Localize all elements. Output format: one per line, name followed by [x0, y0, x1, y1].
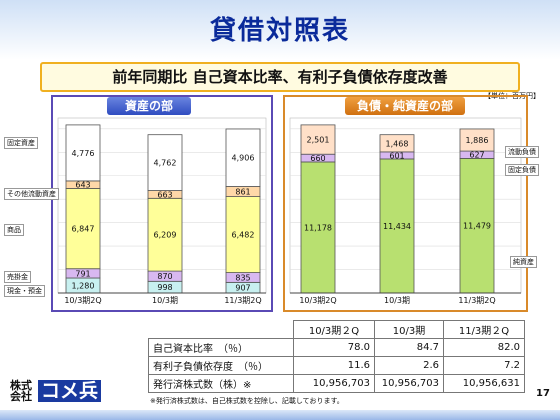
data-label: 627 [469, 151, 484, 160]
data-label: 663 [157, 190, 172, 199]
bar-segment [147, 134, 183, 191]
table-row: 有利子負債依存度 （％） 11.6 2.6 7.2 [148, 356, 525, 375]
data-label: 601 [389, 151, 404, 160]
table-header: 10/3期２Q [293, 320, 375, 339]
assets-header: 資産の部 [107, 97, 191, 115]
label-goods: 商品 [4, 224, 24, 236]
cell: 11.6 [293, 356, 375, 375]
bar-segment [300, 124, 336, 155]
x-tick-label: 10/3期 [152, 296, 178, 305]
page-number: 17 [536, 388, 550, 399]
data-label: 6,847 [72, 225, 95, 234]
data-label: 1,468 [386, 139, 409, 148]
cell: 10,956,703 [374, 374, 444, 393]
table-header-row: 10/3期２Q 10/3期 11/3期２Q [149, 320, 525, 339]
label-other-current: その他流動資産 [4, 188, 59, 200]
row-label: 自己資本比率 （％） [148, 338, 294, 357]
cell: 78.0 [293, 338, 375, 357]
table-header: 11/3期２Q [443, 320, 525, 339]
label-cash: 現金・預金 [4, 285, 45, 297]
data-label: 11,178 [304, 223, 332, 232]
data-label: 1,886 [466, 136, 489, 145]
x-tick-label: 10/3期2Q [299, 296, 336, 305]
data-label: 6,482 [232, 231, 255, 240]
data-label: 643 [75, 181, 90, 190]
bar-segment [225, 128, 261, 187]
cell: 10,956,631 [443, 374, 525, 393]
x-tick-label: 10/3期2Q [64, 296, 101, 305]
bar-segment [65, 124, 101, 182]
label-receivables: 売掛金 [4, 271, 31, 283]
data-label: 6,209 [154, 231, 177, 240]
label-fixed-assets: 固定資産 [4, 137, 38, 149]
data-label: 998 [157, 283, 172, 292]
data-label: 870 [157, 272, 172, 281]
label-net-assets: 純資産 [510, 256, 537, 268]
page-subtitle: 前年同期比 自己資本比率、有利子負債依存度改善 [40, 62, 520, 92]
table-header: 10/3期 [374, 320, 444, 339]
table-row: 自己資本比率 （％） 78.0 84.7 82.0 [148, 338, 525, 357]
data-label: 4,762 [154, 159, 177, 168]
cell: 7.2 [443, 356, 525, 375]
logo-text-bottom: 会社 [10, 390, 32, 403]
liabilities-header: 負債・純資産の部 [345, 97, 465, 115]
label-fixed-liabilities: 固定負債 [505, 164, 539, 176]
x-tick-label: 11/3期2Q [224, 296, 261, 305]
x-tick-label: 11/3期2Q [458, 296, 495, 305]
data-label: 2,501 [307, 136, 330, 145]
header-background [0, 0, 560, 60]
cell: 84.7 [374, 338, 444, 357]
data-label: 1,280 [72, 281, 95, 290]
data-label: 4,906 [232, 154, 255, 163]
assets-panel [51, 95, 273, 312]
company-logo-mark: コメ兵 [38, 380, 102, 402]
bar-segment [300, 161, 336, 294]
bar-segment [225, 196, 261, 273]
data-label: 11,479 [463, 222, 491, 231]
metrics-table: 10/3期２Q 10/3期 11/3期２Q 自己資本比率 （％） 78.0 84… [148, 320, 525, 393]
cell: 10,956,703 [293, 374, 375, 393]
page-title: 貸借対照表 [209, 16, 350, 46]
row-label: 有利子負債依存度 （％） [148, 356, 294, 375]
footer-bar [0, 410, 560, 420]
cell: 2.6 [374, 356, 444, 375]
data-label: 660 [310, 154, 325, 163]
data-label: 11,434 [383, 222, 411, 231]
footnote: ※発行済株式数は、自己株式数を控除し、記載しております。 [150, 397, 344, 405]
table-row: 発行済株式数（株）※ 10,956,703 10,956,703 10,956,… [148, 374, 525, 393]
data-label: 861 [235, 188, 250, 197]
logo-text-top: 株式 [10, 379, 32, 392]
x-tick-label: 10/3期 [384, 296, 410, 305]
liabilities-panel [283, 95, 528, 312]
label-current-liabilities: 流動負債 [505, 146, 539, 158]
table-corner [149, 321, 294, 339]
data-label: 907 [235, 284, 250, 293]
data-label: 4,776 [72, 149, 95, 158]
bar-segment [379, 134, 415, 153]
row-label: 発行済株式数（株）※ [148, 374, 294, 393]
bar-segment [65, 188, 101, 270]
bar-segment [459, 128, 495, 152]
company-logo-text: 株式 会社 [10, 380, 32, 402]
data-label: 835 [235, 273, 250, 282]
cell: 82.0 [443, 338, 525, 357]
bar-segment [147, 197, 183, 272]
data-label: 791 [75, 269, 90, 278]
